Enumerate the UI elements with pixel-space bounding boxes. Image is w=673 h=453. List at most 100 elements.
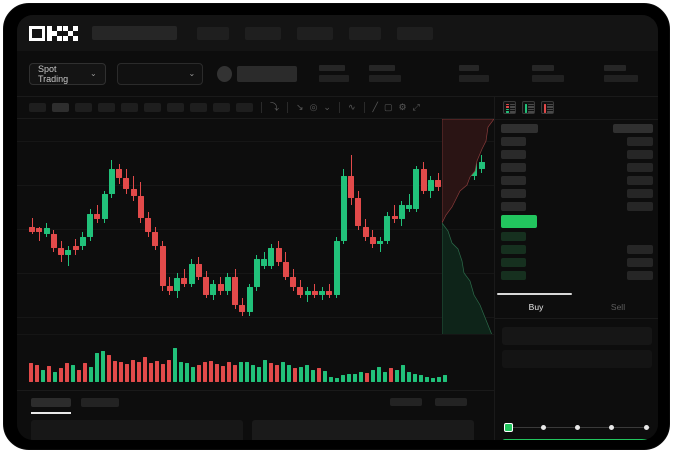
orderbook-spread-row[interactable] [501,215,537,228]
compare-icon[interactable]: ↘ [296,102,304,112]
volume-bar [227,362,231,382]
chevron-down-icon[interactable]: ⌄ [323,102,331,112]
nav-item-3[interactable] [349,26,381,40]
spot-trading-label: Spot Trading [38,63,69,84]
slider-mark-75[interactable] [609,424,614,430]
orderbook-bid-row[interactable] [501,245,526,254]
timeframe-button-1[interactable] [52,103,69,112]
volume-bar [365,372,369,382]
nav-item-0[interactable] [197,26,229,40]
volume-bar [131,359,135,382]
candlestick-series [17,119,494,334]
volume-bar [59,367,63,382]
orderbook-asks-icon[interactable] [541,101,554,114]
timeframe-button-2[interactable] [75,103,92,112]
place-buy-order-button[interactable] [502,439,652,440]
pair-avatar [217,65,233,82]
timeframe-button-4[interactable] [121,103,138,112]
orders-action-1[interactable] [435,398,467,406]
order-amount-field[interactable] [502,350,652,368]
volume-bar [167,359,171,382]
orderbook-ask-amount [627,189,653,198]
market-stat-1 [369,65,401,82]
timeframe-button-9[interactable] [236,103,253,112]
volume-bar [407,371,411,382]
timeframe-button-5[interactable] [144,103,161,112]
pair-select-dropdown[interactable]: ⌄ [116,62,204,85]
volume-bar [311,370,315,382]
orderbook-bid-row[interactable] [501,232,526,241]
volume-bar [41,370,45,382]
volume-bar [281,361,285,382]
okx-logo-icon[interactable] [29,25,78,41]
settings-icon[interactable]: ⚙ [398,102,407,112]
search-input[interactable] [92,26,177,40]
volume-bar [191,366,195,382]
volume-bar [149,363,153,382]
tab-sell[interactable]: Sell [610,301,626,312]
volume-bar [395,370,399,382]
buy-sell-tabs: Buy Sell [495,295,658,319]
orderbook-ask-row[interactable] [501,163,526,172]
orderbook-bid-row[interactable] [501,271,526,280]
right-sidebar: Buy Sell [494,97,658,440]
orderbook-ask-amount [627,163,653,172]
volume-bar [245,362,249,382]
amount-slider[interactable] [504,421,652,433]
slider-mark-50[interactable] [575,424,580,430]
orderbook-ask-row[interactable] [501,150,526,159]
pair-name-label [237,65,297,82]
slider-mark-25[interactable] [541,424,546,430]
volume-bar [431,377,435,382]
line-chart-icon[interactable]: ∿ [347,102,356,112]
volume-bar [155,360,159,382]
market-stat-2 [459,65,489,82]
tab-buy[interactable]: Buy [528,301,544,312]
timeframe-button-0[interactable] [29,103,46,112]
orderbook-both-icon[interactable] [503,101,516,114]
orderbook-ask-row[interactable] [501,137,526,146]
order-book[interactable] [495,120,658,293]
market-stat-0 [319,65,349,82]
orderbook-ask-row[interactable] [501,202,526,211]
fullscreen-icon[interactable]: ⤢ [412,102,420,112]
timeframe-button-3[interactable] [98,103,115,112]
slider-handle[interactable] [504,423,513,432]
orderbook-bid-amount [627,245,653,254]
timeframe-button-7[interactable] [190,103,207,112]
logo-letter-k [46,25,62,41]
volume-bar [143,356,147,382]
orderbook-bid-row[interactable] [501,258,526,267]
volume-bar [137,361,141,382]
camera-icon[interactable]: ▢ [383,102,393,112]
nav-item-4[interactable] [397,26,433,40]
nav-item-1[interactable] [245,26,281,40]
indicators-icon[interactable]: ⤵ [270,102,280,112]
orders-row-0[interactable] [31,420,243,440]
orders-panel [17,390,494,440]
ruler-icon[interactable]: ╱ [372,102,378,112]
volume-bar [125,364,129,382]
nav-item-2[interactable] [297,26,333,40]
volume-bar [251,365,255,382]
timeframe-button-6[interactable] [167,103,184,112]
chart-toolbar: ⤵ ↘ ◎ ⌄ ∿ ╱ ▢ ⚙ ⤢ [17,97,494,119]
orderbook-ask-row[interactable] [501,189,526,198]
orderbook-ask-row[interactable] [501,176,526,185]
orders-row-1[interactable] [252,420,474,440]
timeframe-button-8[interactable] [213,103,230,112]
volume-bar [179,361,183,382]
volume-bar [209,360,213,382]
order-price-field[interactable] [502,327,652,345]
spot-trading-dropdown[interactable]: Spot Trading ⌄ [29,62,106,85]
volume-bar [443,375,447,382]
slider-mark-100[interactable] [644,424,649,430]
alert-icon[interactable]: ◎ [309,102,318,112]
volume-bar [383,371,387,382]
orders-action-0[interactable] [390,398,422,406]
orders-tab-1[interactable] [81,398,119,407]
orderbook-bids-icon[interactable] [522,101,535,114]
price-chart[interactable] [17,119,494,334]
orders-tab-0[interactable] [31,398,71,407]
orderbook-scrollbar[interactable] [497,293,572,295]
